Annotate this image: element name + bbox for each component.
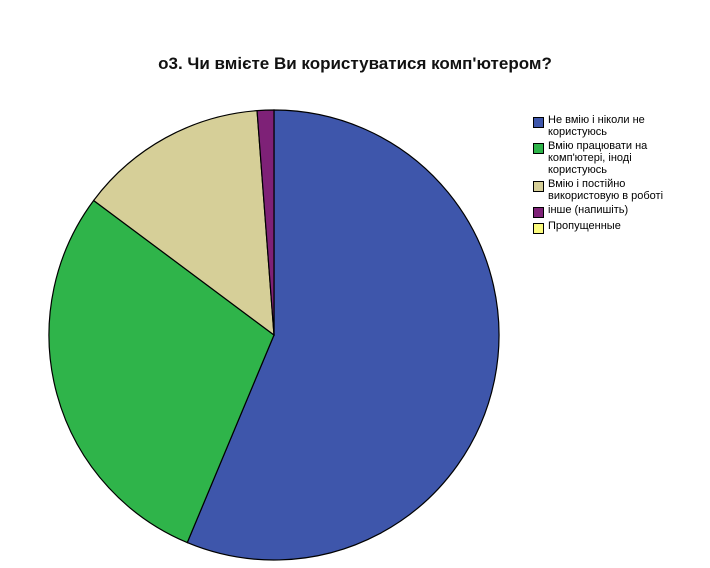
legend-item-2: Вмію працювати на комп'ютері, іноді кори… xyxy=(533,140,703,176)
legend-swatch xyxy=(533,207,544,218)
legend-item-3: Вмію і постійно використовую в роботі xyxy=(533,178,703,202)
legend-swatch xyxy=(533,117,544,128)
pie-slice-3 xyxy=(92,109,275,337)
pie-slice-4 xyxy=(256,109,275,336)
legend-label: Не вмію і ніколи не користуюсь xyxy=(548,114,645,138)
legend-label: Вмію працювати на комп'ютері, іноді кори… xyxy=(548,140,648,176)
chart-title: о3. Чи вмієте Ви користуватися комп'ютер… xyxy=(158,54,552,73)
legend-label: Пропущенные xyxy=(548,220,621,232)
legend-swatch xyxy=(533,143,544,154)
legend-label: Вмію і постійно використовую в роботі xyxy=(548,178,664,202)
pie-slice-1 xyxy=(186,109,500,561)
legend: Не вмію і ніколи не користуюсь Вмію працю… xyxy=(533,114,703,236)
legend-item-4: інше (напишіть) xyxy=(533,204,703,218)
legend-item-5: Пропущенные xyxy=(533,220,703,234)
legend-label: інше (напишіть) xyxy=(548,204,629,216)
legend-swatch xyxy=(533,181,544,192)
legend-swatch xyxy=(533,223,544,234)
pie-slice-2 xyxy=(48,199,275,544)
legend-item-1: Не вмію і ніколи не користуюсь xyxy=(533,114,703,138)
